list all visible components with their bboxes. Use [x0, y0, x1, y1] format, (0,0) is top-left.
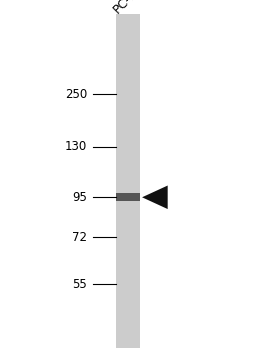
Bar	[116, 14, 140, 348]
Bar	[116, 193, 140, 201]
Polygon shape	[142, 185, 168, 209]
Text: 95: 95	[72, 191, 87, 204]
Text: 250: 250	[65, 88, 87, 101]
Text: 72: 72	[72, 231, 87, 244]
Text: PC-12: PC-12	[111, 0, 145, 16]
Text: 55: 55	[72, 278, 87, 291]
Text: 130: 130	[65, 140, 87, 153]
